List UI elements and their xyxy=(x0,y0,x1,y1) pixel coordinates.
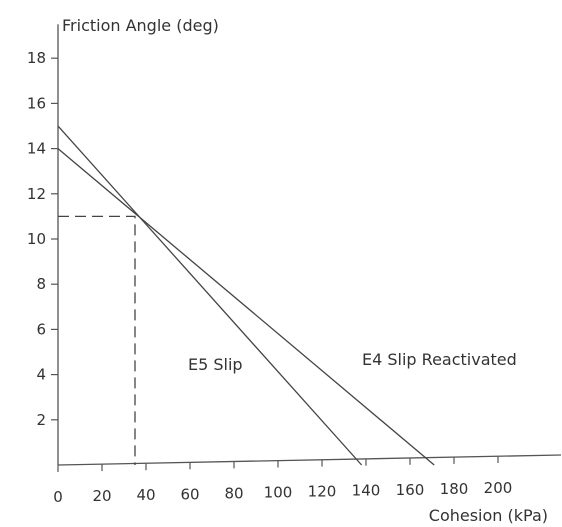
x-tick-label-80: 80 xyxy=(224,484,243,502)
y-tick-label-4: 4 xyxy=(36,366,46,384)
y-tick-label-16: 16 xyxy=(27,94,46,112)
x-tick-label-180: 180 xyxy=(440,480,469,498)
y-tick-label-2: 2 xyxy=(36,411,46,429)
y-axis-title: Friction Angle (deg) xyxy=(62,16,219,35)
series-label-e5-slip: E5 Slip xyxy=(188,355,243,374)
series-line-e4-slip-reactivated xyxy=(57,148,435,466)
x-axis-title: Cohesion (kPa) xyxy=(429,506,548,525)
y-tick-label-18: 18 xyxy=(27,49,46,67)
x-tick-label-60: 60 xyxy=(180,485,199,503)
x-tick-label-100: 100 xyxy=(264,484,293,502)
x-tick-label-160: 160 xyxy=(396,481,425,499)
y-ticks: 2 4 6 8 10 12 14 16 18 xyxy=(27,49,58,429)
x-tick-label-140: 140 xyxy=(352,482,381,500)
x-tick-label-120: 120 xyxy=(308,483,337,501)
series xyxy=(57,125,435,466)
x-tick-label-0: 0 xyxy=(53,488,63,506)
x-ticks: 0 20 40 60 80 100 120 140 160 180 200 xyxy=(53,456,512,506)
intersection-guide xyxy=(58,215,136,465)
y-tick-label-6: 6 xyxy=(36,320,46,338)
y-tick-label-14: 14 xyxy=(27,140,46,158)
x-tick-label-40: 40 xyxy=(136,486,155,504)
x-axis xyxy=(57,454,562,466)
series-line-e5-slip xyxy=(57,125,363,466)
series-label-e4-slip-reactivated: E4 Slip Reactivated xyxy=(362,350,517,369)
guides xyxy=(58,215,136,465)
y-tick-label-10: 10 xyxy=(27,230,46,248)
y-tick-label-8: 8 xyxy=(36,275,46,293)
x-tick-label-200: 200 xyxy=(484,479,513,497)
axes xyxy=(57,24,562,466)
series-labels: E5 Slip E4 Slip Reactivated xyxy=(188,350,517,374)
y-tick-label-12: 12 xyxy=(27,185,46,203)
x-tick-label-20: 20 xyxy=(92,487,111,505)
